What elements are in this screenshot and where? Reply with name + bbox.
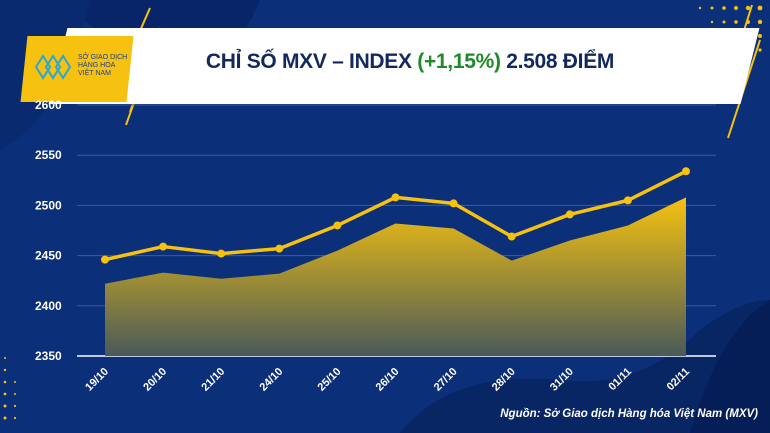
data-point <box>391 193 400 202</box>
mxv-logo-icon <box>34 54 72 80</box>
y-tick-label: 2600 <box>35 98 62 112</box>
x-tick-label: 27/10 <box>432 366 460 394</box>
page-title: CHỈ SỐ MXV – INDEX (+1,15%) 2.508 ĐIỂM <box>150 50 670 74</box>
title-change: (+1,15%) <box>417 50 501 73</box>
logo-line-3: VIỆT NAM <box>78 70 111 77</box>
x-tick-label: 25/10 <box>316 366 344 394</box>
y-tick-label: 2550 <box>35 148 62 162</box>
title-prefix: CHỈ SỐ MXV – INDEX <box>205 50 418 73</box>
data-point <box>565 210 574 219</box>
x-tick-label: 21/10 <box>199 366 227 394</box>
data-point <box>275 244 284 253</box>
x-tick-label: 28/10 <box>490 366 518 394</box>
x-tick-label: 24/10 <box>257 366 285 394</box>
data-point <box>101 255 109 264</box>
data-point <box>159 242 168 251</box>
data-point <box>449 199 458 208</box>
title-suffix: 2.508 ĐIỂM <box>500 50 615 73</box>
y-tick-label: 2400 <box>35 299 62 313</box>
data-point <box>623 196 632 205</box>
y-tick-label: 2350 <box>35 349 62 363</box>
logo-text: SỞ GIAO DỊCH HÀNG HÓA VIỆT NAM <box>78 54 128 78</box>
x-tick-label: 26/10 <box>374 366 402 394</box>
data-point <box>333 221 342 230</box>
data-point <box>217 249 226 258</box>
x-tick-label: 19/10 <box>83 366 111 394</box>
y-tick-label: 2500 <box>35 198 62 212</box>
x-tick-label: 20/10 <box>141 366 169 394</box>
x-tick-label: 31/10 <box>548 366 576 394</box>
source-note: Nguồn: Sở Giao dịch Hàng hóa Việt Nam (M… <box>500 408 758 420</box>
logo-line-1: SỞ GIAO DỊCH <box>78 54 128 61</box>
x-tick-label: 02/11 <box>665 366 693 394</box>
y-tick-label: 2450 <box>35 249 62 263</box>
x-tick-label: 01/11 <box>606 366 634 394</box>
index-area <box>105 197 686 356</box>
data-point <box>507 232 516 241</box>
logo-line-2: HÀNG HÓA <box>78 62 116 69</box>
data-point <box>682 167 690 176</box>
